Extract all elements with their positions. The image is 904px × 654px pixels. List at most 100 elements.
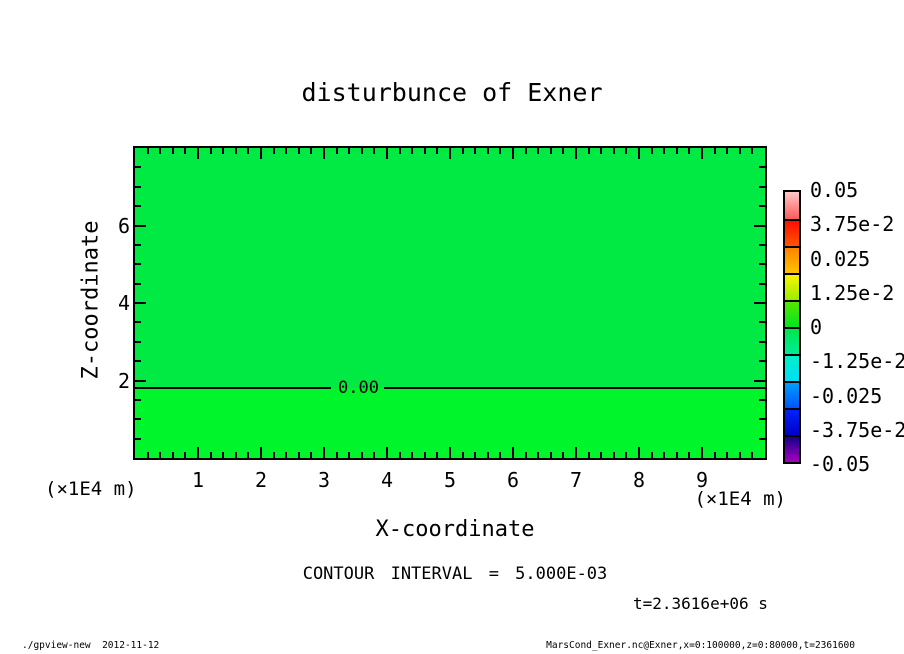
- x-minor-tick: [436, 452, 438, 458]
- x-minor-tick: [550, 452, 552, 458]
- x-minor-tick: [562, 148, 564, 154]
- x-minor-tick: [739, 148, 741, 154]
- x-minor-tick: [159, 452, 161, 458]
- x-minor-tick: [424, 148, 426, 154]
- x-minor-tick: [222, 452, 224, 458]
- x-tick-label: 2: [254, 468, 268, 492]
- y-minor-tick: [135, 418, 141, 420]
- x-minor-tick: [663, 148, 665, 154]
- x-major-tick: [701, 148, 703, 159]
- x-major-tick: [512, 148, 514, 159]
- x-tick-label: 4: [380, 468, 394, 492]
- y-axis-title: Z-coordinate: [78, 220, 104, 380]
- colorbar-segment: [785, 219, 799, 246]
- footer-right: MarsCond_Exner.nc@Exner,x=0:100000,z=0:8…: [546, 640, 855, 651]
- x-minor-tick: [310, 148, 312, 154]
- x-major-tick: [512, 447, 514, 458]
- y-minor-tick: [759, 205, 765, 207]
- x-minor-tick: [411, 452, 413, 458]
- x-tick-label: 9: [695, 468, 709, 492]
- x-minor-tick: [613, 452, 615, 458]
- colorbar-tick-label: 0.05: [810, 178, 859, 202]
- x-minor-tick: [184, 452, 186, 458]
- y-minor-tick: [135, 205, 141, 207]
- x-minor-tick: [411, 148, 413, 154]
- x-major-tick: [386, 447, 388, 458]
- x-minor-tick: [247, 148, 249, 154]
- x-minor-tick: [751, 452, 753, 458]
- x-minor-tick: [336, 452, 338, 458]
- x-minor-tick: [525, 452, 527, 458]
- y-minor-tick: [135, 244, 141, 246]
- x-minor-tick: [714, 148, 716, 154]
- y-minor-tick: [135, 166, 141, 168]
- x-major-tick: [323, 148, 325, 159]
- x-minor-tick: [285, 452, 287, 458]
- x-tick-label: 1: [191, 468, 205, 492]
- colorbar-tick-label: 1.25e-2: [810, 280, 895, 305]
- y-minor-tick: [759, 166, 765, 168]
- x-minor-tick: [537, 148, 539, 154]
- x-minor-tick: [235, 148, 237, 154]
- x-minor-tick: [600, 452, 602, 458]
- x-minor-tick: [172, 452, 174, 458]
- x-minor-tick: [688, 452, 690, 458]
- x-minor-tick: [147, 148, 149, 154]
- x-minor-tick: [625, 452, 627, 458]
- x-minor-tick: [474, 148, 476, 154]
- y-minor-tick: [759, 283, 765, 285]
- x-minor-tick: [588, 452, 590, 458]
- y-minor-tick: [759, 341, 765, 343]
- x-major-tick: [701, 447, 703, 458]
- y-minor-tick: [759, 360, 765, 362]
- x-major-tick: [449, 447, 451, 458]
- y-major-tick: [754, 380, 765, 382]
- x-minor-tick: [336, 148, 338, 154]
- y-minor-tick: [135, 360, 141, 362]
- y-minor-tick: [759, 321, 765, 323]
- zero-contour-line-right: [384, 387, 765, 389]
- x-tick-label: 6: [506, 468, 520, 492]
- x-minor-tick: [676, 148, 678, 154]
- x-minor-tick: [373, 452, 375, 458]
- zero-contour-line-left: [135, 387, 331, 389]
- fill-region-lower: [135, 388, 765, 458]
- plot-area: 0.00: [133, 146, 767, 460]
- x-minor-tick: [726, 452, 728, 458]
- x-minor-tick: [714, 452, 716, 458]
- x-minor-tick: [688, 148, 690, 154]
- x-minor-tick: [159, 148, 161, 154]
- y-minor-tick: [135, 283, 141, 285]
- plot-title: disturbunce of Exner: [301, 78, 603, 107]
- x-minor-tick: [222, 148, 224, 154]
- x-major-tick: [575, 447, 577, 458]
- x-minor-tick: [462, 452, 464, 458]
- y-major-tick: [135, 225, 146, 227]
- x-minor-tick: [399, 452, 401, 458]
- colorbar-segment: [785, 192, 799, 219]
- x-minor-tick: [474, 452, 476, 458]
- x-tick-label: 3: [317, 468, 331, 492]
- y-minor-tick: [759, 399, 765, 401]
- colorbar: [783, 190, 801, 464]
- colorbar-segment: [785, 300, 799, 327]
- x-minor-tick: [537, 452, 539, 458]
- x-axis-unit: (×1E4 m): [694, 488, 786, 510]
- y-major-tick: [754, 302, 765, 304]
- y-major-tick: [135, 302, 146, 304]
- colorbar-tick-label: 3.75e-2: [810, 212, 895, 237]
- x-major-tick: [638, 148, 640, 159]
- x-major-tick: [638, 447, 640, 458]
- x-minor-tick: [588, 148, 590, 154]
- x-minor-tick: [739, 452, 741, 458]
- y-tick-label: 6: [117, 213, 130, 238]
- x-minor-tick: [651, 148, 653, 154]
- y-minor-tick: [135, 263, 141, 265]
- x-minor-tick: [210, 452, 212, 458]
- x-minor-tick: [399, 148, 401, 154]
- x-minor-tick: [499, 148, 501, 154]
- x-major-tick: [260, 447, 262, 458]
- x-minor-tick: [310, 452, 312, 458]
- y-minor-tick: [759, 186, 765, 188]
- x-minor-tick: [361, 452, 363, 458]
